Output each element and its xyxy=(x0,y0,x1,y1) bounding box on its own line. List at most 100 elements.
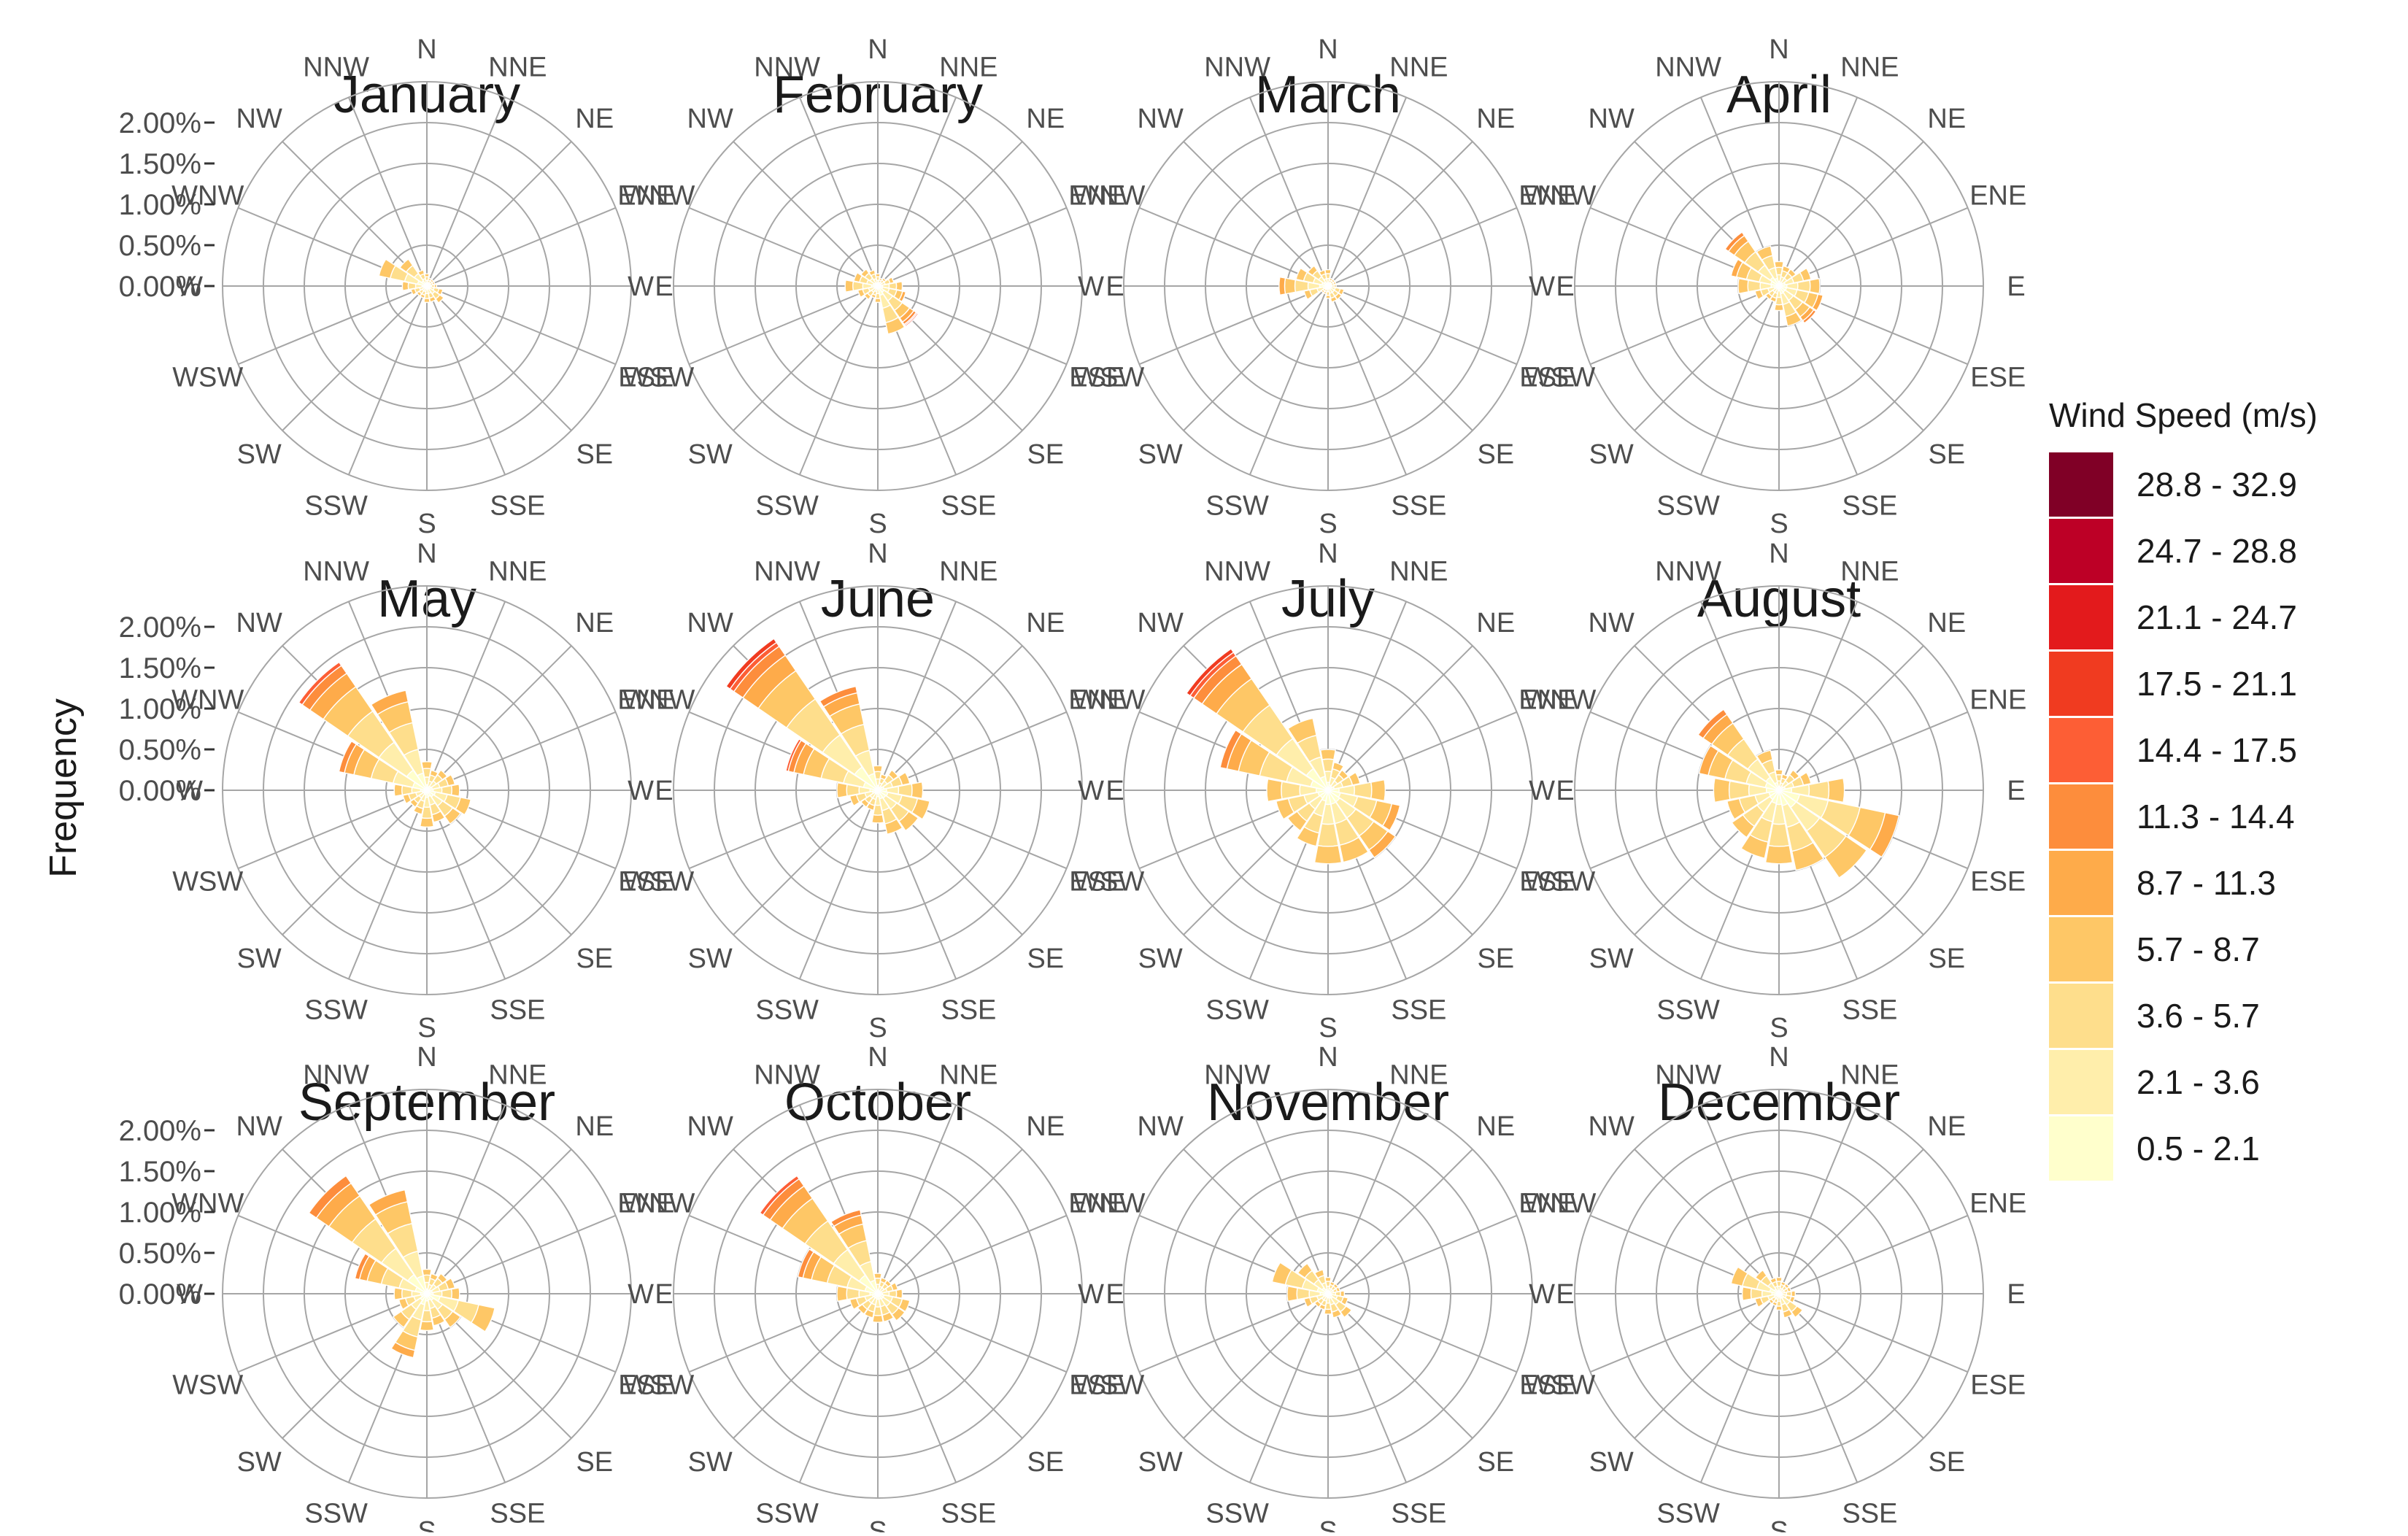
bar-sse-bin-3 xyxy=(881,1311,895,1323)
direction-label-sw: SW xyxy=(688,1447,733,1478)
grid xyxy=(673,585,1083,995)
bar-e-bin-3 xyxy=(450,1286,460,1301)
y-tick-label: 0.50% xyxy=(119,1238,201,1270)
bar-w-bin-3 xyxy=(1266,778,1283,803)
direction-label-w: W xyxy=(628,271,654,302)
bar-nnw-bin-5 xyxy=(830,1209,863,1227)
bar-ene-bin-3 xyxy=(1335,1286,1341,1293)
bar-nnw-bin-4 xyxy=(370,690,409,716)
direction-label-e: E xyxy=(2007,1279,2025,1310)
grid-spoke xyxy=(1634,1149,1780,1294)
grid-spoke xyxy=(347,285,428,476)
grid-spoke xyxy=(1699,1104,1780,1294)
legend-swatch xyxy=(2049,519,2113,583)
direction-label-se: SE xyxy=(1027,439,1064,470)
direction-label-ssw: SSW xyxy=(1656,490,1720,521)
grid-spoke xyxy=(1778,1293,1924,1439)
bars xyxy=(759,1175,911,1323)
grid-spoke xyxy=(426,141,572,287)
direction-labels: N NNE NE ENE E ESE SE SSE S SSW SW WSW W WNW NW NNW xyxy=(622,539,1125,1043)
direction-label-se: SE xyxy=(1477,943,1514,974)
grid-spoke xyxy=(1634,285,1780,431)
direction-label-ese: ESE xyxy=(1069,362,1124,393)
direction-label-se: SE xyxy=(576,943,613,974)
direction-label-w: W xyxy=(1078,1279,1104,1310)
bar-se-bin-5 xyxy=(1802,309,1817,324)
bar-w-bin-3 xyxy=(1284,277,1297,295)
direction-label-ene: ENE xyxy=(1969,685,2026,716)
direction-label-s: S xyxy=(417,1013,436,1043)
direction-label-wnw: WNW xyxy=(1524,685,1596,716)
bar-e-bin-3 xyxy=(1790,1290,1797,1297)
grid-spoke xyxy=(877,1104,957,1294)
legend-swatch xyxy=(2049,718,2113,782)
bar-s-bin-3 xyxy=(1325,294,1331,299)
legend: Wind Speed (m/s) 28.8 - 32.924.7 - 28.82… xyxy=(2049,396,2318,1181)
grid-spoke xyxy=(1778,1149,1924,1294)
direction-label-e: E xyxy=(2007,271,2025,302)
grid-spoke xyxy=(1327,141,1473,287)
legend-label: 0.5 - 2.1 xyxy=(2137,1130,2260,1168)
grid-spoke xyxy=(877,1293,1023,1439)
direction-label-ne: NE xyxy=(575,1111,614,1142)
direction-label-se: SE xyxy=(1027,943,1064,974)
direction-label-wsw: WSW xyxy=(172,1370,243,1400)
bar-wnw-bin-4 xyxy=(1698,744,1719,776)
direction-label-wsw: WSW xyxy=(172,866,243,897)
direction-label-se: SE xyxy=(1928,439,1965,470)
bars xyxy=(1697,709,1900,879)
bar-nw-bin-3 xyxy=(1307,265,1319,277)
direction-label-ssw: SSW xyxy=(755,1498,819,1529)
grid-spoke xyxy=(282,141,428,287)
bar-wsw-bin-3 xyxy=(1275,798,1295,820)
direction-label-e: E xyxy=(655,1279,673,1310)
panel-december: DecemberNNNENEENEEESESESSESSSWSWWSWWWNWN… xyxy=(1524,1042,2026,1536)
direction-label-nne: NNE xyxy=(1840,557,1899,587)
grid-spoke xyxy=(1589,1293,1780,1373)
grid-spoke xyxy=(237,1293,428,1373)
direction-label-nne: NNE xyxy=(939,1060,997,1091)
direction-labels: N NNE NE ENE E ESE SE SSE S SSW SW WSW W WNW NW NNW xyxy=(622,34,1125,539)
direction-label-sw: SW xyxy=(1138,1447,1183,1478)
grid-spoke xyxy=(877,601,957,791)
direction-label-w: W xyxy=(1529,776,1555,806)
legend-label: 28.8 - 32.9 xyxy=(2137,466,2297,503)
grid-spoke xyxy=(426,285,506,476)
y-tick-label: 1.50% xyxy=(119,148,201,180)
bar-ese-bin-4 xyxy=(1811,293,1824,312)
direction-label-w: W xyxy=(1529,271,1555,302)
panel-january: JanuaryNNNENEENEEESESESSESSSWSWWSWWWNWNW… xyxy=(119,34,675,539)
direction-label-n: N xyxy=(1769,539,1788,569)
direction-label-nne: NNE xyxy=(1389,557,1448,587)
legend-label: 11.3 - 14.4 xyxy=(2137,798,2295,835)
grid-spoke xyxy=(1778,141,1924,287)
bar-n-bin-3 xyxy=(1775,1276,1783,1283)
direction-label-w: W xyxy=(177,271,203,302)
grid-spoke xyxy=(426,711,617,791)
y-axis-ticks: 0.00% 0.50% 1.00% 1.50% 2.00% xyxy=(119,611,215,807)
bar-nw-bin-5 xyxy=(1724,231,1745,252)
direction-label-ene: ENE xyxy=(617,685,674,716)
bar-wnw-bin-3 xyxy=(1730,1266,1748,1287)
direction-label-nw: NW xyxy=(1138,1111,1184,1142)
direction-label-nw: NW xyxy=(687,1111,733,1142)
direction-label-sse: SSE xyxy=(490,995,545,1025)
direction-label-w: W xyxy=(1078,271,1104,302)
legend-item: 11.3 - 14.4 xyxy=(2049,784,2295,849)
bar-e-bin-3 xyxy=(911,781,924,800)
bar-e-bin-3 xyxy=(1370,779,1386,802)
direction-label-s: S xyxy=(1770,509,1788,539)
grid-spoke xyxy=(1634,1293,1780,1439)
direction-label-sw: SW xyxy=(1138,439,1183,470)
direction-label-ne: NE xyxy=(575,104,614,134)
grid-spoke xyxy=(237,790,428,870)
grid-spoke xyxy=(877,96,957,287)
legend-label: 21.1 - 24.7 xyxy=(2137,598,2297,636)
y-tick-label: 1.00% xyxy=(119,189,201,221)
direction-label-ssw: SSW xyxy=(1656,1498,1720,1529)
bar-sse-bin-3 xyxy=(884,317,906,335)
direction-label-ssw: SSW xyxy=(304,1498,368,1529)
grid-spoke xyxy=(877,711,1068,791)
bar-ene-bin-3 xyxy=(898,771,911,786)
direction-label-sw: SW xyxy=(1138,943,1183,974)
